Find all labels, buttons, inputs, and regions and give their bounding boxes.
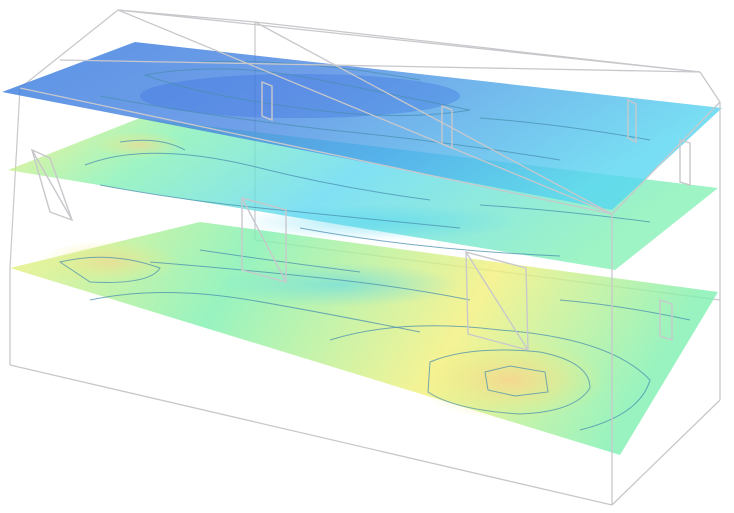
middle-contours xyxy=(84,139,651,257)
bottom-contours xyxy=(58,249,691,431)
top-slice xyxy=(2,42,722,210)
bottom-slice xyxy=(10,222,718,455)
interior-panels xyxy=(30,80,691,351)
wireframe-front xyxy=(9,9,721,506)
middle-slice xyxy=(8,118,718,270)
